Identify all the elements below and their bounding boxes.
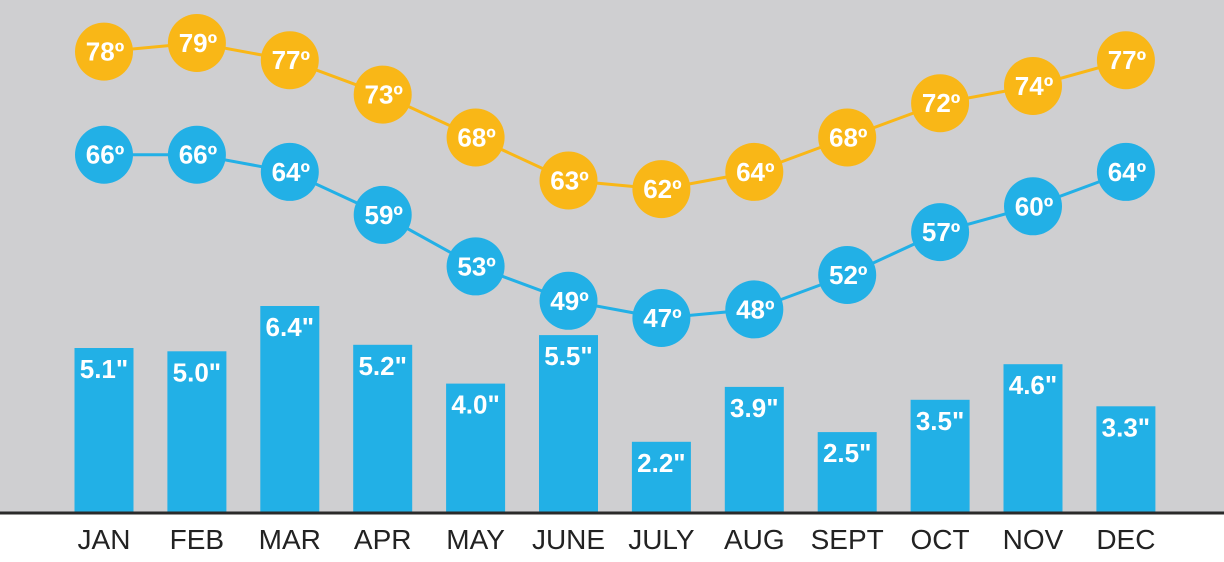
precip-label-oct: 3.5" [916, 406, 964, 436]
high-temp-label-may: 68º [457, 123, 496, 153]
precip-label-apr: 5.2" [358, 351, 406, 381]
precip-label-july: 2.2" [637, 448, 685, 478]
low-temp-label-oct: 57º [922, 217, 961, 247]
precip-label-mar: 6.4" [266, 312, 314, 342]
low-temp-label-june: 49º [550, 286, 589, 316]
precip-bar-apr [353, 344, 413, 513]
high-temp-label-dec: 77º [1108, 45, 1147, 75]
precip-label-dec: 3.3" [1102, 412, 1150, 442]
high-temp-point-july [632, 160, 691, 219]
precip-label-nov: 4.6" [1009, 370, 1057, 400]
low-temp-label-feb: 66º [179, 140, 218, 170]
high-temp-label-aug: 64º [736, 157, 775, 187]
precip-bar-nov [1003, 364, 1063, 513]
high-temp-point-june [539, 151, 598, 210]
month-label-jan: JAN [78, 524, 131, 555]
low-temp-point-jan [75, 125, 133, 184]
precip-label-feb: 5.0" [173, 357, 221, 387]
precip-bar-jan [74, 348, 134, 513]
high-temp-point-apr [353, 65, 412, 124]
month-axis-labels: JAN FEB MAR APR MAY JUNE JULY AUG SEPT OCT NOV DEC [78, 524, 1156, 555]
month-label-july: JULY [628, 524, 695, 555]
low-temp-point-june [539, 271, 598, 330]
low-temp-label-nov: 60º [1015, 191, 1054, 221]
precip-label-jan: 5.1" [80, 354, 128, 384]
high-temp-point-mar [260, 31, 319, 90]
high-temp-label-nov: 74º [1015, 71, 1054, 101]
high-temp-label-apr: 73º [364, 80, 403, 110]
month-label-dec: DEC [1096, 524, 1155, 555]
low-temp-label-mar: 64º [272, 157, 311, 187]
high-temp-label-june: 63º [550, 166, 589, 196]
low-temp-point-sept [818, 246, 877, 304]
low-temp-label-july: 47º [643, 303, 682, 333]
low-temp-point-july [632, 289, 691, 347]
precip-bar-aug [724, 386, 784, 513]
precip-label-june: 5.5" [544, 341, 592, 371]
low-temp-point-apr [353, 185, 412, 244]
high-temperature-series: 78º 79º 77º 73º 68º 63º 62º 64º 68º 72º 74º 77º [75, 14, 1155, 219]
month-label-may: MAY [446, 524, 505, 555]
low-temp-point-feb [167, 125, 226, 184]
low-temp-point-dec [1096, 142, 1155, 201]
month-label-feb: FEB [170, 524, 224, 555]
precip-bar-mar [260, 306, 320, 513]
high-temp-label-sept: 68º [829, 123, 868, 153]
high-temp-point-jan [75, 22, 133, 81]
low-temp-label-apr: 59º [364, 200, 403, 230]
month-label-aug: AUG [724, 524, 785, 555]
precip-label-aug: 3.9" [730, 393, 778, 423]
high-temp-point-nov [1004, 57, 1062, 115]
precip-label-sept: 2.5" [823, 438, 871, 468]
low-temp-label-may: 53º [457, 251, 496, 281]
high-temp-point-may [446, 108, 505, 167]
precip-bar-june [539, 335, 598, 513]
low-temp-label-sept: 52º [829, 260, 868, 290]
precip-bar-july [631, 441, 691, 513]
low-temp-label-aug: 48º [736, 294, 775, 324]
low-temp-point-oct [911, 203, 970, 262]
precip-bar-may [446, 383, 506, 513]
low-temp-label-dec: 64º [1108, 157, 1147, 187]
low-temp-point-may [446, 237, 505, 296]
high-temp-label-jan: 78º [86, 37, 125, 67]
high-temp-label-feb: 79º [179, 28, 218, 58]
precipitation-bars: 5.1" 5.0" 6.4" 5.2" 4.0" 5.5" 2.2" 3.9" 2.5" 3.5"… [74, 306, 1156, 513]
high-temp-label-july: 62º [643, 174, 682, 204]
precip-bar-sept [817, 432, 877, 513]
precip-bar-feb [167, 351, 227, 513]
month-label-nov: NOV [1003, 524, 1064, 555]
high-temp-point-oct [911, 74, 970, 133]
high-temp-point-sept [818, 108, 877, 167]
month-label-apr: APR [354, 524, 412, 555]
low-temp-point-nov [1004, 177, 1062, 236]
high-temp-point-dec [1096, 31, 1155, 90]
low-temperature-series: 66º 66º 64º 59º 53º 49º 47º 48º 52º 57º 60º 64º [75, 125, 1155, 347]
low-temp-point-mar [260, 142, 319, 201]
high-temp-label-oct: 72º [922, 88, 961, 118]
low-temp-point-aug [725, 280, 784, 339]
low-temp-label-jan: 66º [86, 140, 125, 170]
precip-bar-oct [910, 399, 970, 513]
month-label-mar: MAR [259, 524, 321, 555]
high-temp-label-mar: 77º [272, 45, 311, 75]
high-temp-point-aug [725, 142, 784, 201]
precip-label-may: 4.0" [451, 390, 499, 420]
month-label-sept: SEPT [811, 524, 884, 555]
high-temp-point-feb [167, 14, 226, 72]
precip-bar-dec [1096, 406, 1156, 513]
month-label-oct: OCT [911, 524, 970, 555]
month-label-june: JUNE [532, 524, 605, 555]
